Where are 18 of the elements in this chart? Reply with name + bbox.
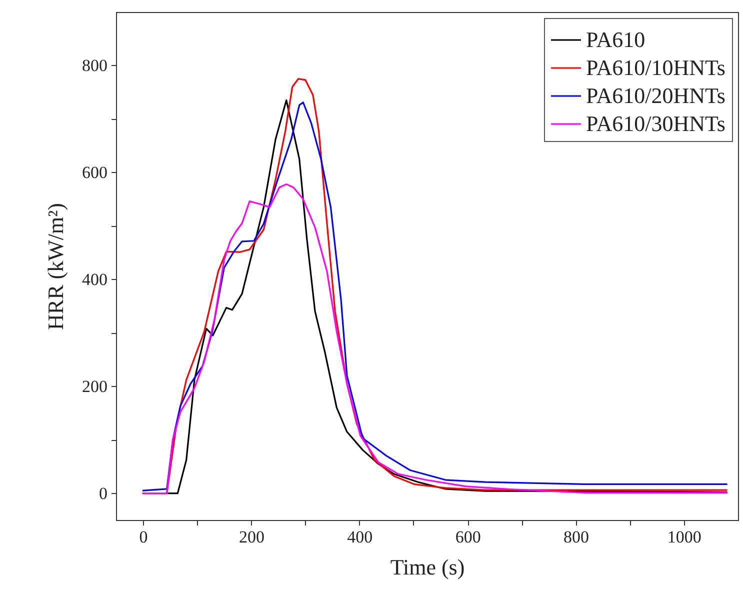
line-series <box>142 183 728 494</box>
legend-label: PA610/10HNTs <box>586 55 726 80</box>
x-axis-title: Time (s) <box>390 554 465 580</box>
x-tick-label: 400 <box>347 528 373 546</box>
x-tick-label: 800 <box>563 528 589 546</box>
x-tick-label: 200 <box>238 528 264 546</box>
legend-label: PA610/20HNTs <box>586 83 726 108</box>
y-tick-label: 0 <box>99 484 108 503</box>
y-tick-label: 600 <box>82 162 108 182</box>
y-tick-label: 400 <box>82 270 108 289</box>
legend-label: PA610/30HNTs <box>586 111 726 136</box>
y-tick-label: 200 <box>82 376 108 396</box>
y-axis-title: HRR (kW/m²) <box>43 203 68 330</box>
x-tick-label: 1000 <box>667 528 702 546</box>
legend-label: PA610 <box>586 27 646 52</box>
x-tick-label: 600 <box>455 528 481 546</box>
y-tick-label: 800 <box>82 56 108 75</box>
x-tick-label: 0 <box>139 528 148 546</box>
